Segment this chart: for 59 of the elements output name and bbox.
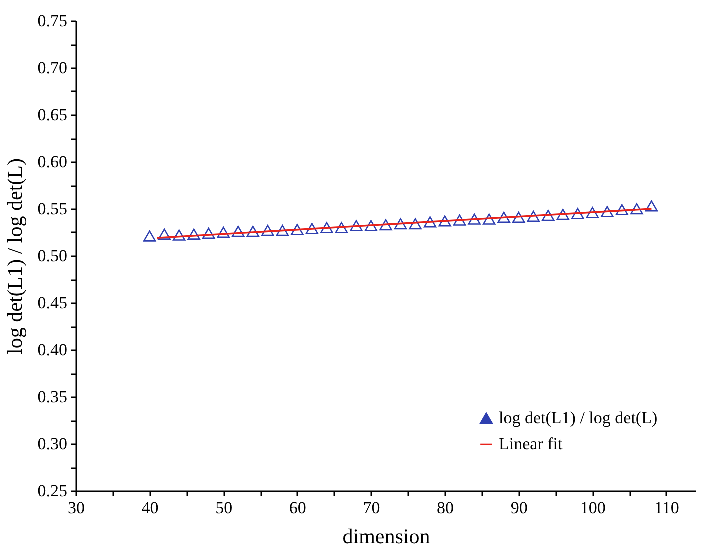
point (616, 204, 629, 216)
x-tick-label: 100 (580, 498, 606, 518)
point (158, 228, 171, 240)
point (424, 216, 437, 228)
y-tick-label: 0.55 (38, 200, 68, 218)
y-tick-label: 0.25 (38, 482, 68, 500)
point (335, 222, 348, 234)
point (586, 207, 600, 218)
point (572, 208, 584, 220)
point (601, 206, 614, 218)
y-tick-label: 0.35 (38, 388, 68, 406)
y-tick-label: 0.45 (38, 294, 68, 312)
y-tick-label: 0.50 (38, 246, 68, 266)
point (482, 214, 496, 225)
point (320, 222, 334, 234)
point (188, 228, 200, 240)
point (453, 214, 466, 226)
point (202, 228, 216, 240)
x-axis-title: dimension (342, 524, 431, 548)
x-tick-label: 40 (142, 498, 159, 518)
point (291, 224, 304, 236)
x-tick-label: 30 (68, 498, 85, 518)
y-tick-label: 0.70 (38, 58, 68, 78)
point (468, 214, 481, 225)
point (380, 219, 392, 231)
point (232, 226, 245, 238)
x-tick-label: 70 (363, 498, 380, 518)
point (527, 210, 540, 222)
point (645, 200, 658, 212)
point (630, 203, 644, 215)
y-tick-label: 0.40 (38, 340, 68, 360)
point (512, 212, 526, 224)
legend-label: log det(L1) / log det(L) (499, 408, 658, 428)
x-tick-label: 110 (654, 498, 680, 518)
point (350, 220, 363, 232)
point (438, 216, 452, 227)
legend-label: Linear fit (499, 434, 563, 454)
x-tick-label: 90 (510, 498, 528, 518)
point (276, 225, 290, 236)
point (394, 218, 408, 230)
y-tick-label: 0.65 (38, 106, 68, 124)
point (246, 226, 260, 238)
point (262, 225, 274, 236)
point (306, 223, 319, 234)
point (498, 212, 510, 224)
point (143, 230, 156, 242)
x-tick-label: 60 (289, 498, 306, 518)
y-tick-label: 0.30 (38, 434, 68, 454)
point (409, 218, 422, 230)
x-tick-label: 50 (216, 498, 233, 518)
x-tick-label: 80 (437, 498, 454, 518)
point (542, 210, 555, 222)
y-tick-label: 0.60 (38, 152, 68, 172)
point (364, 220, 378, 232)
point (217, 226, 230, 238)
point (172, 230, 186, 241)
y-tick-label: 0.75 (38, 12, 68, 30)
point (556, 209, 570, 220)
y-axis-title: log det(L1) / log det(L) (2, 158, 27, 354)
